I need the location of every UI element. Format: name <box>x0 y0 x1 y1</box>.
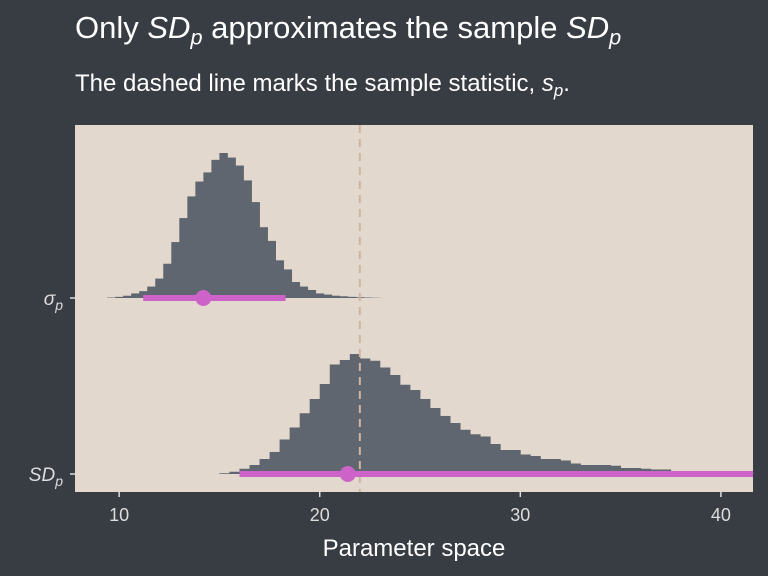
histogram-bar <box>331 295 341 298</box>
histogram-bar <box>339 296 349 298</box>
title-middle: approximates the sample <box>202 10 567 45</box>
chart-title: Only SDp approximates the sample SDp <box>75 10 621 51</box>
histogram-bar <box>359 358 371 474</box>
x-tick-label: 30 <box>510 505 530 525</box>
histogram-bar <box>279 439 291 474</box>
histogram-bar <box>430 408 441 474</box>
histogram-bar <box>309 399 321 474</box>
histogram-bar <box>590 465 601 474</box>
histogram-bar <box>289 427 301 474</box>
histogram-bar <box>211 159 220 298</box>
histogram-bar <box>229 471 240 474</box>
histogram-bar <box>249 465 260 474</box>
histogram-bar <box>227 157 236 298</box>
histogram-bar <box>291 282 301 298</box>
histogram-series-0 <box>107 153 381 298</box>
chart-subtitle: The dashed line marks the sample statist… <box>75 70 570 101</box>
histogram-bar <box>243 180 252 298</box>
histogram-bar <box>219 153 228 298</box>
histogram-bar <box>520 454 531 474</box>
histogram-bar <box>339 360 351 474</box>
histogram-bar <box>275 260 285 298</box>
histogram-bar <box>550 459 561 474</box>
histogram-bar <box>259 459 270 474</box>
histogram-bar <box>369 360 381 474</box>
histogram-bar <box>490 444 501 474</box>
histogram-bar <box>530 456 541 474</box>
histogram-bar <box>283 269 293 298</box>
histogram-bar <box>540 459 551 474</box>
histogram-bar <box>460 429 471 474</box>
title-symbol-1: SDp <box>147 10 203 50</box>
histogram-bar <box>251 202 260 298</box>
histogram-bar <box>179 218 188 298</box>
histogram-bar <box>139 291 148 298</box>
point-estimate <box>339 466 356 482</box>
histogram-bar <box>450 423 461 474</box>
histogram-bar <box>610 465 622 474</box>
histogram-series-1 <box>219 354 754 474</box>
histogram-bar <box>315 293 325 298</box>
histogram-bar <box>323 294 333 298</box>
histogram-bar <box>399 384 411 474</box>
histogram-bar <box>163 263 172 298</box>
histogram-bar <box>155 278 164 298</box>
histogram-bar <box>500 450 511 474</box>
x-tick-label: 10 <box>109 505 129 525</box>
x-tick-label: 20 <box>310 505 330 525</box>
histogram-bar <box>480 436 491 474</box>
histogram-bar <box>219 473 230 474</box>
histogram-bar <box>115 296 124 298</box>
histogram-bar <box>299 286 309 298</box>
subtitle-suffix: . <box>563 70 570 97</box>
histogram-bar <box>147 286 156 298</box>
histogram-bar <box>347 296 357 298</box>
histogram-bar <box>440 415 451 474</box>
histogram-bar <box>349 354 361 474</box>
x-tick-label: 40 <box>711 505 731 525</box>
histogram-bar <box>319 384 331 474</box>
title-symbol-2: SDp <box>566 10 622 50</box>
histogram-bar <box>269 451 281 474</box>
histogram-bar <box>299 413 311 474</box>
histogram-bar <box>195 181 204 298</box>
histogram-bar <box>187 196 196 298</box>
histogram-bar <box>580 465 591 474</box>
histogram-bar <box>600 465 611 474</box>
histogram-bar <box>379 367 391 474</box>
subtitle-text: The dashed line marks the sample statist… <box>75 70 542 97</box>
histogram-bar <box>409 390 421 474</box>
histogram-bar <box>267 240 276 298</box>
histogram-bar <box>560 460 571 474</box>
histogram-bar <box>131 293 140 298</box>
histogram-bar <box>203 172 212 298</box>
histogram-bar <box>389 375 401 474</box>
histogram-bar <box>570 463 581 474</box>
histogram-bar <box>510 450 521 474</box>
histogram-bar <box>307 290 317 298</box>
histogram-bar <box>235 165 244 298</box>
title-prefix: Only <box>75 10 148 45</box>
x-axis-label: Parameter space <box>323 535 506 562</box>
histogram-bar <box>123 295 132 298</box>
histogram-bar <box>171 242 180 298</box>
y-tick-label: SDp <box>29 465 63 489</box>
subtitle-symbol: sp <box>541 70 564 101</box>
y-tick-label: σp <box>44 289 63 313</box>
histogram-bar <box>329 364 341 474</box>
histogram-bar <box>470 434 481 474</box>
point-estimate <box>195 290 212 306</box>
histogram-bar <box>420 399 431 474</box>
histogram-bar <box>259 227 268 298</box>
